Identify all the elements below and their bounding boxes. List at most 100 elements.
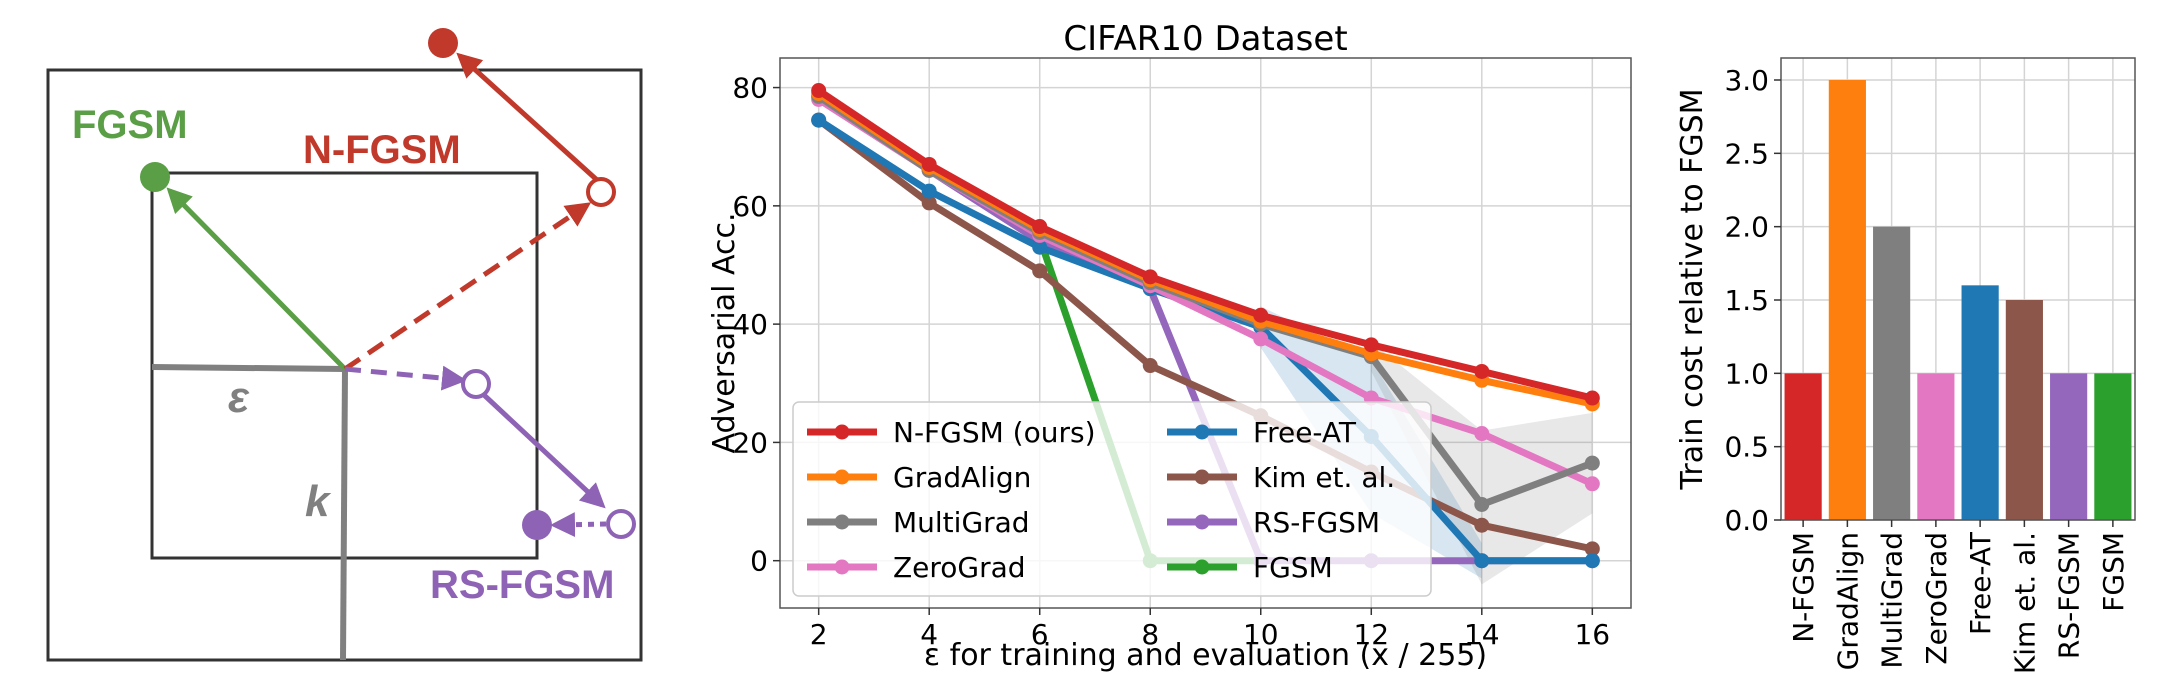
legend-box (792, 401, 1432, 597)
nfgsm-endpoint (428, 28, 458, 58)
data-point-zerograd (1253, 331, 1269, 347)
y-tick-label: 60 (732, 190, 768, 223)
data-point-n-fgsm-ours (1584, 390, 1600, 406)
data-point-kim-et-al (1032, 263, 1048, 279)
series-line-free-at (815, 116, 1596, 565)
legend-label: GradAlign (893, 461, 1031, 494)
data-point-free-at (1584, 553, 1600, 569)
data-point-kim-et-al (1474, 517, 1490, 533)
y-tick-label: 3.0 (1724, 64, 1769, 97)
bar-n-fgsm (1784, 373, 1822, 520)
legend-item-gradalign: GradAlign (807, 461, 1031, 494)
data-point-multigrad (1474, 497, 1490, 513)
legend-label: N-FGSM (ours) (893, 416, 1096, 449)
y-tick-label: 0.0 (1724, 504, 1769, 537)
x-tick-label: 6 (1031, 618, 1049, 651)
line-chart-legend: N-FGSM (ours) GradAlign MultiGrad ZeroGrad F… (792, 401, 1432, 597)
x-tick-label: 4 (920, 618, 938, 651)
x-tick-label: FGSM (2097, 532, 2130, 612)
legend-item-free-at: Free-AT (1167, 416, 1357, 449)
x-tick-label: ZeroGrad (1920, 532, 1953, 665)
x-tick-label: GradAlign (1831, 532, 1864, 670)
fgsm-endpoint (140, 162, 170, 192)
legend-label: ZeroGrad (893, 551, 1026, 584)
k-radius-line (340, 368, 348, 661)
bar-chart-ylabel: Train cost relative to FGSM (1675, 88, 1710, 490)
y-tick-label: 1.5 (1724, 284, 1769, 317)
line-chart-ticks: 2 4 6 8 10 12 14 16 0 20 40 60 80 (732, 72, 1610, 651)
series-n-fgsm-ours (811, 83, 1600, 406)
data-point-n-fgsm-ours (1474, 363, 1490, 379)
line-chart-xlabel: ε for training and evaluation (x / 255) (924, 638, 1487, 673)
y-tick-label: 80 (732, 72, 768, 105)
epsilon-radius-line (151, 364, 346, 372)
legend-item-n-fgsm-ours: N-FGSM (ours) (807, 416, 1096, 449)
data-point-zerograd (1584, 476, 1600, 492)
rsfgsm-noise-point (461, 369, 491, 399)
data-point-free-at (921, 183, 937, 199)
y-tick-label: 1.0 (1724, 357, 1769, 390)
legend-marker (1194, 559, 1210, 575)
data-point-multigrad (1584, 455, 1600, 471)
fgsm-arrow (166, 187, 347, 371)
legend-item-zerograd: ZeroGrad (807, 551, 1026, 584)
data-point-free-at (811, 112, 827, 128)
bar-rs-fgsm (2050, 373, 2088, 520)
y-tick-label: 0.5 (1724, 431, 1769, 464)
legend-marker (834, 514, 850, 530)
x-tick-label: 2 (810, 618, 828, 651)
epsilon-label: ε (228, 373, 250, 422)
data-point-n-fgsm-ours (921, 156, 937, 172)
y-tick-label: 0 (750, 545, 768, 578)
data-point-n-fgsm-ours (1253, 307, 1269, 323)
series-line-n-fgsm-ours (815, 87, 1596, 402)
y-tick-label: 20 (732, 426, 768, 459)
bar-chart-bars (1784, 80, 2132, 520)
x-tick-label: 12 (1353, 618, 1389, 651)
bar-gradalign (1828, 80, 1866, 520)
x-tick-label: MultiGrad (1876, 532, 1909, 669)
legend-label: Free-AT (1253, 416, 1357, 449)
legend-marker (1194, 469, 1210, 485)
bar-kim-et-al (2005, 300, 2043, 520)
legend-item-rs-fgsm: RS-FGSM (1167, 506, 1380, 539)
x-tick-label: 10 (1243, 618, 1279, 651)
bar-free-at (1961, 285, 1999, 520)
nfgsm-step-arrow (456, 52, 599, 182)
legend-label: MultiGrad (893, 506, 1030, 539)
bar-chart: 0.0 0.5 1.0 1.5 2.0 2.5 3.0 N-FGSM GradAlign Mult… (1675, 57, 2136, 674)
legend-marker (1194, 424, 1210, 440)
legend-marker (834, 469, 850, 485)
fgsm-label: FGSM (72, 103, 188, 147)
legend-item-kim-et-al: Kim et. al. (1167, 461, 1395, 494)
x-tick-label: N-FGSM (1787, 532, 1820, 643)
line-chart-frame (779, 57, 1632, 609)
x-tick-label: Kim et. al. (2008, 532, 2041, 674)
legend-label: RS-FGSM (1253, 506, 1380, 539)
data-point-kim-et-al (921, 195, 937, 211)
line-chart-ylabel: Adversarial Acc. (707, 212, 742, 453)
rsfgsm-step-arrow (482, 393, 606, 509)
y-tick-label: 2.0 (1724, 211, 1769, 244)
series-line-gradalign (815, 89, 1596, 408)
y-tick-label: 40 (732, 308, 768, 341)
nfgsm-noise-point (586, 177, 616, 207)
k-label: k (305, 477, 332, 526)
legend-item-fgsm: FGSM (1167, 551, 1333, 584)
data-point-n-fgsm-ours (811, 83, 827, 99)
series-line-kim-et-al (815, 116, 1596, 553)
rsfgsm-label: RS-FGSM (430, 563, 614, 607)
legend-item-multigrad: MultiGrad (807, 506, 1030, 539)
x-tick-label: 14 (1464, 618, 1500, 651)
line-chart: 2 4 6 8 10 12 14 16 0 20 40 60 80 CIFAR10 Dataset ε … (707, 19, 1632, 673)
data-point-kim-et-al (1142, 358, 1158, 374)
rsfgsm-noise-arrow (344, 365, 467, 391)
line-chart-title: CIFAR10 Dataset (1063, 19, 1347, 59)
rsfgsm-step-point (606, 509, 636, 539)
data-point-n-fgsm-ours (1032, 219, 1048, 235)
nfgsm-noise-arrow (343, 202, 592, 372)
x-tick-label: Free-AT (1964, 531, 1997, 635)
legend-marker (834, 559, 850, 575)
bar-zerograd (1917, 373, 1955, 520)
